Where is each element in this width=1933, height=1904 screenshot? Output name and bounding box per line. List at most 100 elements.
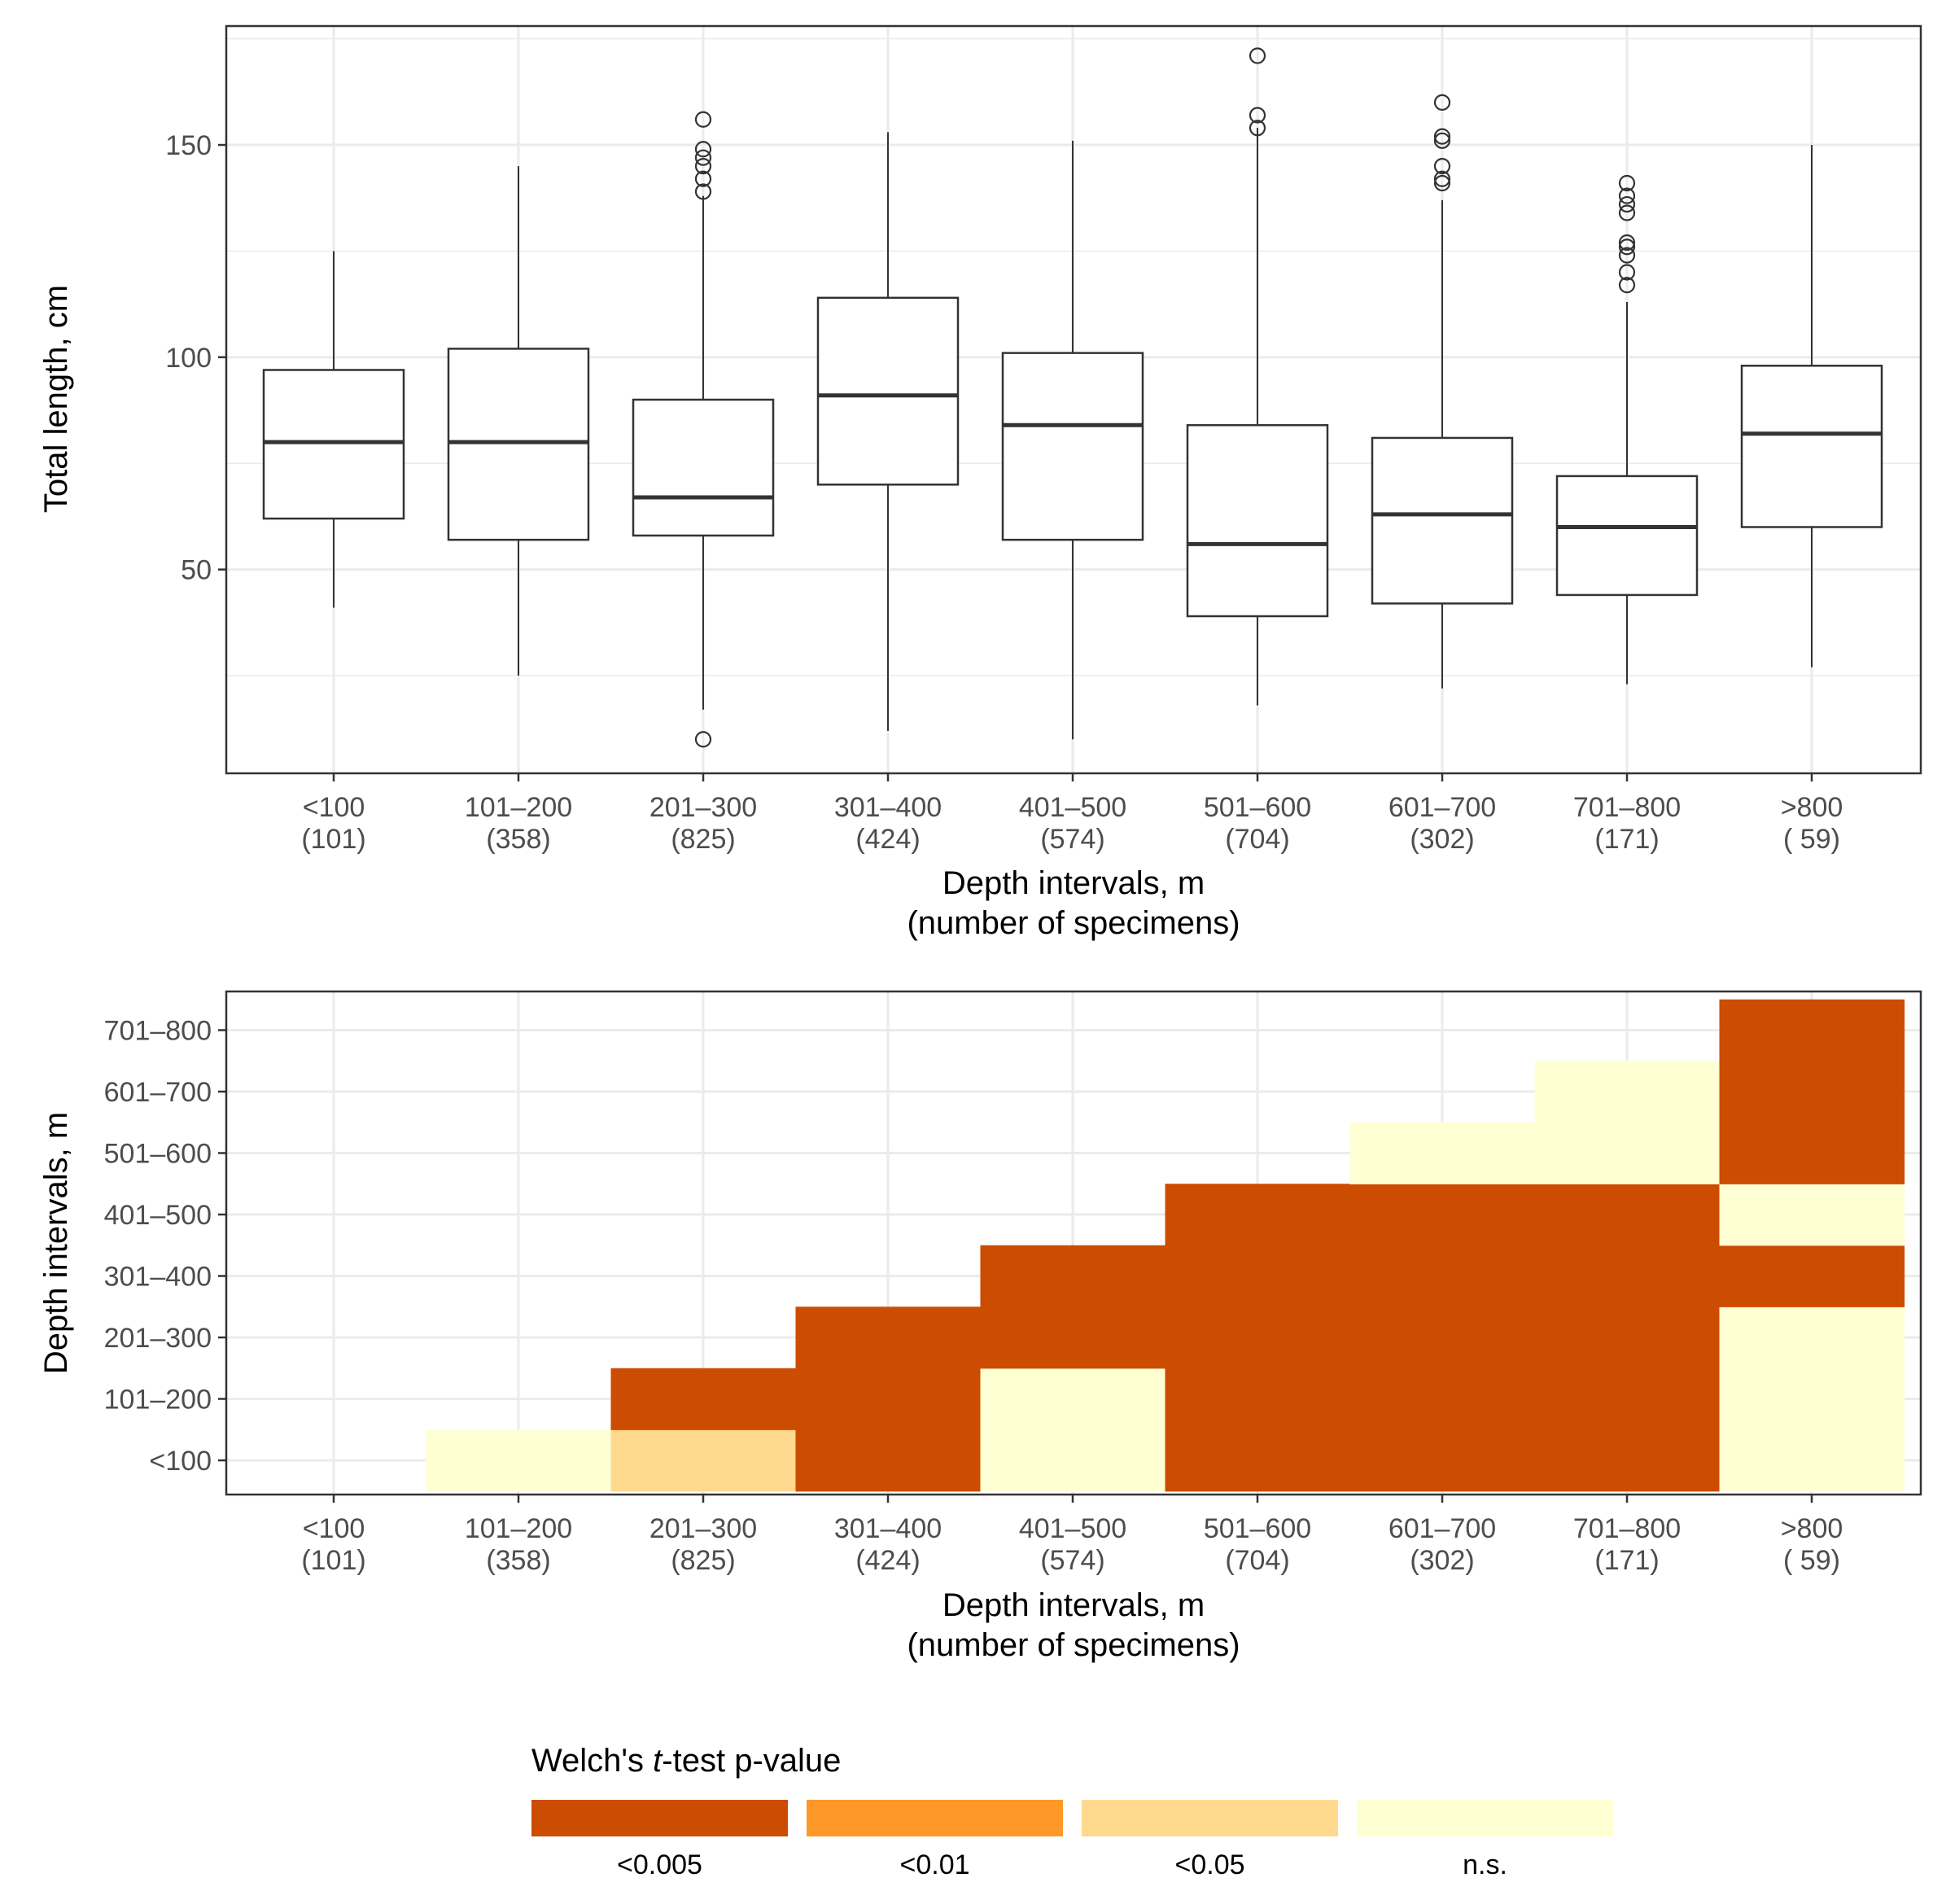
boxplot-y-axis: 50 100 150 <box>165 130 226 586</box>
heatmap-cell-301-400-vs-201-300 <box>795 1307 982 1369</box>
box-iqr <box>816 296 960 486</box>
outlier-point <box>1433 128 1451 145</box>
legend-label: <0.005 <box>617 1849 702 1880</box>
heatmap-cell-800-vs-401-500 <box>1719 1184 1905 1246</box>
outlier-point <box>1249 120 1266 137</box>
heatmap-cell-800-vs-601-700 <box>1719 1061 1905 1123</box>
heatmap-x-tick-count: (825) <box>671 1545 735 1576</box>
box-iqr <box>1186 424 1329 618</box>
heatmap-x-tick-label: 701–800 <box>1573 1513 1681 1544</box>
heatmap-cell-501-600-vs-100 <box>1165 1429 1351 1492</box>
legend-label: n.s. <box>1463 1849 1507 1880</box>
box-301-400 <box>816 132 960 731</box>
outlier-point <box>694 149 712 166</box>
outlier-point <box>694 731 712 748</box>
box-101-200 <box>447 166 590 676</box>
box-800 <box>1740 145 1883 667</box>
outlier-point <box>694 170 712 187</box>
box-iqr <box>447 348 590 541</box>
heatmap-cell-401-500-vs-100 <box>980 1429 1166 1492</box>
heatmap-cell-101-200-vs-100 <box>426 1429 612 1492</box>
heatmap-y-tick-label: 201–300 <box>104 1323 212 1354</box>
legend-swatch <box>1357 1800 1613 1836</box>
outlier-point <box>694 183 712 200</box>
outlier-point <box>1433 174 1451 192</box>
outlier-point <box>1249 107 1266 124</box>
legend-item-0-005: <0.005 <box>531 1800 788 1880</box>
heatmap-x-tick-label: 401–500 <box>1019 1513 1126 1544</box>
legend-title: Welch's t-test p-value <box>531 1743 841 1779</box>
boxplot-x-tick-count: (424) <box>855 824 920 855</box>
box-201-300 <box>632 111 775 748</box>
box-501-600 <box>1186 47 1329 706</box>
outlier-point <box>1618 204 1636 221</box>
heatmap-cell-501-600-vs-401-500 <box>1165 1184 1351 1246</box>
heatmap-x-tick-count: (302) <box>1410 1545 1474 1576</box>
outlier-point <box>1433 94 1451 111</box>
boxplot-x-tick-label: 301–400 <box>834 792 942 823</box>
heatmap-cell-501-600-vs-101-200 <box>1165 1368 1351 1430</box>
heatmap-x-tick-count: ( 59) <box>1783 1545 1840 1576</box>
outlier-point <box>1618 187 1636 204</box>
heatmap-cell-601-700-vs-100 <box>1349 1429 1536 1492</box>
legend-label: <0.01 <box>899 1849 969 1880</box>
box-iqr <box>1371 436 1514 605</box>
heatmap-cell-501-600-vs-201-300 <box>1165 1307 1351 1369</box>
heatmap-x-tick-label: <100 <box>303 1513 365 1544</box>
heatmap-cell-601-700-vs-301-400 <box>1349 1245 1536 1307</box>
boxplot-x-tick-count: (574) <box>1040 824 1104 855</box>
heatmap-y-tick-label: 301–400 <box>104 1262 212 1293</box>
outlier-point <box>1618 264 1636 281</box>
outlier-point <box>694 158 712 175</box>
heatmap-panel: <100 101–200 201–300 301–400 401–500 501–600 6… <box>38 990 1922 1663</box>
box-iqr <box>1001 352 1144 541</box>
heatmap-cell-701-800-vs-101-200 <box>1534 1368 1721 1430</box>
heatmap-y-axis: <100 101–200 201–300 301–400 401–500 501–600 6… <box>104 1016 226 1477</box>
heatmap-cell-601-700-vs-401-500 <box>1349 1184 1536 1246</box>
boxplot-x-tick-label: 201–300 <box>649 792 757 823</box>
legend-item-n-s: n.s. <box>1357 1800 1613 1880</box>
outlier-point <box>1618 195 1636 213</box>
boxplot-x-tick-count: (704) <box>1225 824 1289 855</box>
boxplot-panel: 50 100 150 <100(101) 101–200(358) 201–300(82… <box>38 24 1922 941</box>
heatmap-x-tick-label: >800 <box>1781 1513 1843 1544</box>
heatmap-cell-800-vs-301-400 <box>1719 1245 1905 1307</box>
heatmap-y-tick-label: <100 <box>149 1446 212 1477</box>
heatmap-cell-201-300-vs-101-200 <box>610 1368 797 1430</box>
outlier-point <box>694 141 712 158</box>
heatmap-x-axis-subtitle: (number of specimens) <box>907 1627 1240 1663</box>
outlier-point <box>1433 158 1451 175</box>
legend-swatch <box>1082 1800 1338 1836</box>
outlier-point <box>694 111 712 128</box>
heatmap-cell-701-800-vs-201-300 <box>1534 1307 1721 1369</box>
heatmap-x-tick-label: 101–200 <box>465 1513 572 1544</box>
boxplot-x-axis-title: Depth intervals, m <box>942 865 1205 901</box>
outlier-point <box>1618 174 1636 192</box>
heatmap-cell-401-500-vs-201-300 <box>980 1307 1166 1369</box>
heatmap-y-tick-label: 401–500 <box>104 1200 212 1231</box>
heatmap-cell-701-800-vs-401-500 <box>1534 1184 1721 1246</box>
heatmap-cell-800-vs-201-300 <box>1719 1307 1905 1369</box>
outlier-point <box>1618 247 1636 264</box>
heatmap-x-tick-count: (424) <box>855 1545 920 1576</box>
heatmap-cell-800-vs-101-200 <box>1719 1368 1905 1430</box>
box-100 <box>262 251 405 608</box>
heatmap-cell-401-500-vs-101-200 <box>980 1368 1166 1430</box>
box-iqr <box>1740 365 1883 528</box>
heatmap-x-tick-count: (574) <box>1040 1545 1104 1576</box>
boxplot-y-axis-title: Total length, cm <box>38 285 74 513</box>
heatmap-cell-800-vs-501-600 <box>1719 1122 1905 1184</box>
legend-swatch <box>807 1800 1063 1836</box>
heatmap-x-tick-count: (101) <box>301 1545 365 1576</box>
heatmap-cells <box>426 999 1905 1492</box>
box-601-700 <box>1371 94 1514 689</box>
box-iqr <box>1555 475 1699 597</box>
boxplot-x-tick-label: <100 <box>303 792 365 823</box>
legend-swatch <box>531 1800 788 1836</box>
boxplot-x-axis-subtitle: (number of specimens) <box>907 905 1240 941</box>
legend-item-0-01: <0.01 <box>807 1800 1063 1880</box>
heatmap-y-tick-label: 501–600 <box>104 1139 212 1170</box>
outlier-point <box>1618 239 1636 256</box>
boxplot-marks <box>262 47 1883 748</box>
